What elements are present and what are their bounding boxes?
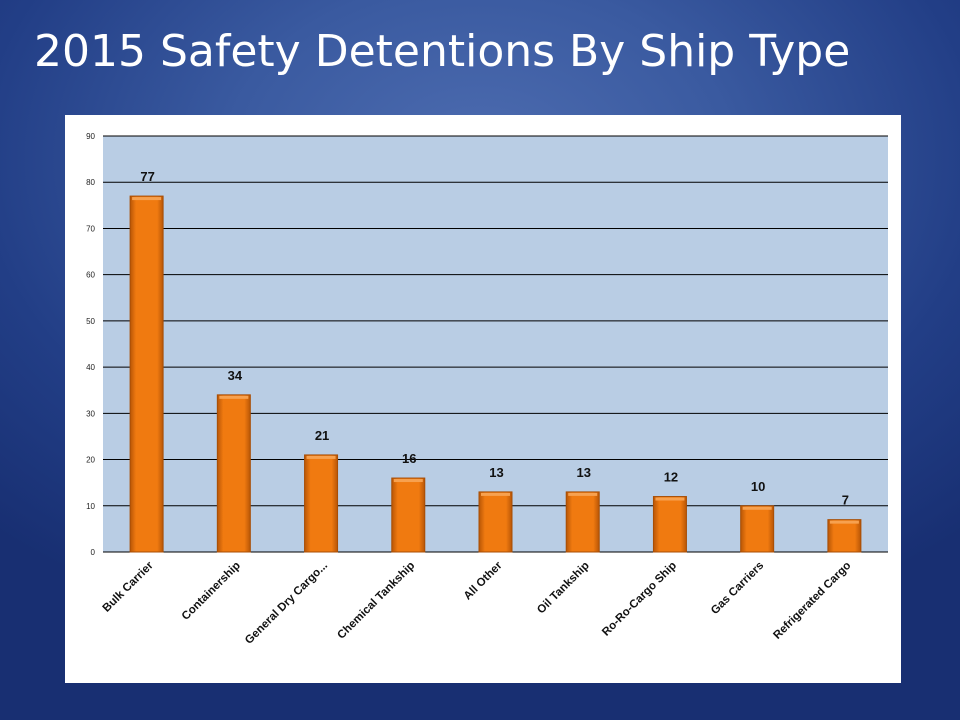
bar-body [129, 195, 164, 553]
bar [216, 394, 251, 553]
data-label: 7 [842, 493, 849, 508]
bar [827, 519, 862, 553]
bar-body [391, 477, 426, 553]
slide-title: 2015 Safety Detentions By Ship Type [34, 26, 851, 77]
x-tick-label: Chemical Tankship [335, 560, 417, 642]
bar [565, 491, 600, 553]
bar [129, 195, 164, 553]
bar [478, 491, 513, 553]
y-tick-label: 90 [86, 132, 95, 141]
bar-top-highlight [393, 479, 423, 483]
x-tick-label: Oil Tankship [535, 560, 592, 617]
x-tick-label: Bulk Carrier [101, 559, 156, 614]
chart-panel: 0 10 20 30 40 50 60 70 80 90 77 34 21 16 13 13 12 10 7 Bu… [65, 115, 901, 683]
bar-body [216, 394, 251, 553]
bar-chart: 0 10 20 30 40 50 60 70 80 90 77 34 21 16 13 13 12 10 7 Bu… [86, 132, 888, 647]
bar-body [827, 519, 862, 553]
data-label: 13 [489, 465, 503, 480]
bar-top-highlight [742, 506, 772, 510]
data-label: 13 [576, 465, 590, 480]
bar-body [740, 505, 775, 553]
x-tick-label: Ro-Ro-Cargo Ship [600, 560, 679, 639]
bar-body [652, 496, 687, 553]
x-tick-label: Containership [180, 560, 243, 623]
bar-body [478, 491, 513, 553]
bar [391, 477, 426, 553]
bar-top-highlight [219, 395, 249, 399]
y-tick-label: 50 [86, 317, 95, 326]
y-tick-label: 60 [86, 271, 95, 280]
bar [304, 454, 339, 553]
data-label: 77 [140, 169, 154, 184]
data-label: 21 [315, 428, 329, 443]
y-tick-label: 30 [86, 409, 95, 418]
y-tick-label: 70 [86, 224, 95, 233]
bar-top-highlight [655, 497, 685, 501]
bar-top-highlight [481, 492, 510, 496]
data-label: 34 [228, 368, 243, 383]
x-tick-label: Refrigerated Cargo [771, 560, 853, 642]
bar [740, 505, 775, 553]
x-tick-label: Gas Carriers [709, 560, 766, 617]
y-tick-label: 20 [86, 456, 95, 465]
bar-top-highlight [306, 455, 336, 459]
y-tick-label: 80 [86, 178, 95, 187]
x-tick-label: All Other [462, 559, 505, 602]
data-label: 16 [402, 451, 416, 466]
bar-top-highlight [829, 520, 859, 524]
y-tick-label: 0 [91, 548, 96, 557]
x-tick-label: General Dry Cargo... [243, 560, 330, 647]
bar-top-highlight [132, 197, 162, 201]
bar-body [304, 454, 339, 553]
data-label: 10 [751, 479, 765, 494]
bar-top-highlight [568, 492, 598, 496]
bar [652, 496, 687, 553]
data-label: 12 [664, 470, 678, 485]
y-tick-label: 40 [86, 363, 95, 372]
bar-body [565, 491, 600, 553]
y-tick-label: 10 [86, 502, 95, 511]
